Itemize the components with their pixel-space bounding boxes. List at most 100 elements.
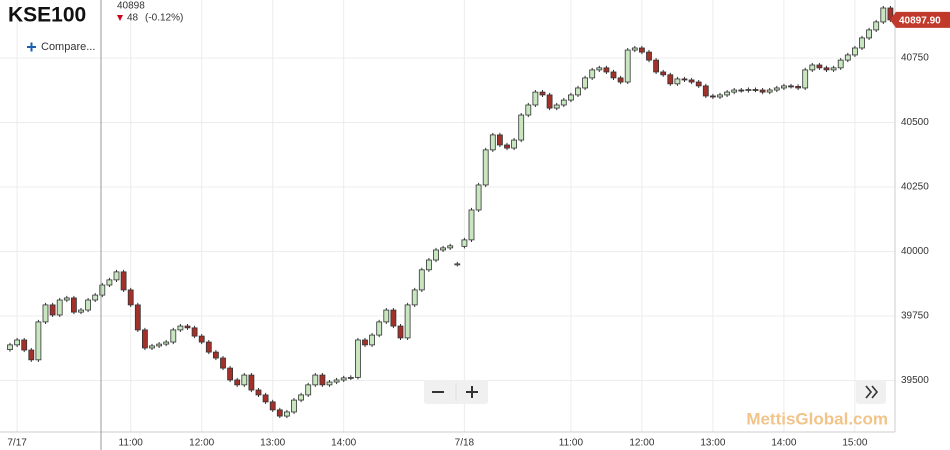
candle-body [141, 329, 148, 349]
candle [248, 372, 255, 393]
candle-body [511, 139, 518, 149]
candle [198, 334, 205, 345]
candle [788, 83, 794, 89]
compare-label[interactable]: Compare... [41, 41, 95, 53]
candle [816, 62, 823, 70]
candle [454, 261, 461, 267]
candle [560, 98, 567, 108]
candle-body [695, 81, 702, 87]
candle-body [227, 367, 234, 381]
candle-body [603, 67, 610, 73]
candle-body [220, 357, 226, 369]
candle [71, 295, 77, 315]
candle-body [589, 69, 596, 79]
x-tick-label: 15:00 [842, 438, 867, 449]
price-badge-label: 40897.90 [899, 16, 941, 27]
candle-body [305, 384, 312, 396]
candle-body [283, 411, 290, 417]
candle-body [461, 239, 468, 247]
candle [212, 350, 219, 361]
candle [433, 247, 439, 263]
candle-body [390, 309, 397, 327]
candle [489, 132, 496, 152]
candle-body [596, 67, 603, 71]
candle [773, 85, 780, 93]
compare-button[interactable]: Compare... [27, 41, 95, 53]
candle [291, 398, 297, 415]
y-tick-label: 40500 [901, 117, 929, 128]
candle [568, 92, 574, 103]
candle [234, 377, 241, 387]
y-tick-label: 40250 [901, 182, 929, 193]
candle [404, 302, 411, 340]
candle [177, 323, 184, 332]
candle-body [319, 374, 326, 386]
y-tick-label: 40750 [901, 53, 929, 64]
candle [667, 72, 674, 86]
candle-body [475, 184, 482, 211]
candle [482, 147, 489, 188]
candle-body [532, 91, 539, 106]
x-tick-label: 7/17 [7, 438, 27, 449]
candle-body [653, 59, 659, 73]
candle [21, 337, 28, 353]
candle [390, 307, 397, 329]
candle-body [163, 341, 170, 345]
candle [141, 327, 148, 351]
candle-body [212, 351, 219, 359]
candle-body [830, 67, 837, 71]
candle-body [496, 134, 503, 146]
candle-body [35, 321, 42, 361]
candle [120, 269, 127, 292]
candle-body [106, 279, 113, 286]
candle-body [404, 304, 411, 339]
candle [134, 302, 141, 332]
candle-body [63, 297, 70, 301]
candle-body [447, 245, 454, 249]
candle-body [745, 89, 752, 91]
candle [752, 87, 759, 93]
candle [603, 65, 610, 75]
candle-body [298, 394, 305, 401]
candle-body [198, 335, 205, 343]
candle-body [262, 394, 269, 403]
candle [795, 84, 801, 91]
candle-body [7, 344, 13, 350]
change: 48 [127, 13, 139, 24]
candle [880, 5, 887, 24]
candle [866, 27, 872, 40]
candle-body [354, 339, 361, 378]
candle-body [660, 71, 667, 76]
candle [333, 377, 340, 385]
candle-body [276, 409, 283, 417]
candle [610, 69, 617, 80]
candle-body [71, 297, 77, 313]
zoom-in[interactable] [466, 386, 478, 398]
candle-body [639, 47, 645, 53]
candle [688, 77, 695, 85]
candle [255, 387, 262, 397]
candle [710, 93, 716, 100]
candle-body [681, 78, 688, 81]
candle [425, 257, 432, 272]
x-tick-label: 13:00 [260, 438, 285, 449]
candle-body [42, 304, 49, 323]
candle-body [28, 349, 35, 361]
candle [326, 379, 333, 387]
x-tick-label: 14:00 [771, 438, 796, 449]
candle [546, 92, 553, 111]
candles [7, 5, 894, 419]
x-tick-label: 7/18 [455, 438, 475, 449]
candle [305, 382, 312, 397]
scroll-end[interactable] [865, 385, 879, 399]
candle-body [518, 114, 525, 141]
candle [532, 90, 539, 108]
x-tick-label: 13:00 [700, 438, 725, 449]
candle-body [468, 209, 475, 241]
candle [496, 132, 503, 148]
candle-body [525, 104, 532, 116]
candle [127, 287, 134, 307]
candle [447, 243, 454, 250]
